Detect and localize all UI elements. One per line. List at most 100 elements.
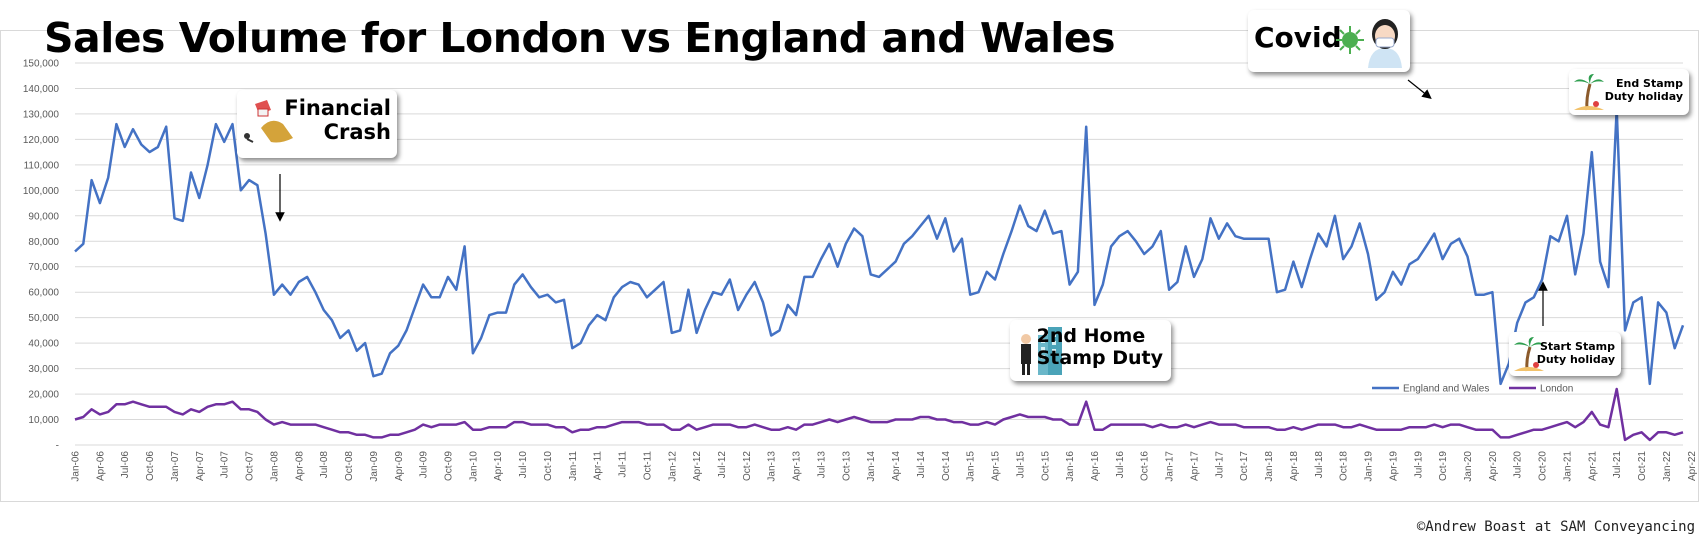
x-tick-label: Jul-07 [220,451,231,479]
chart-frame [0,30,1699,502]
x-tick-label: Apr-06 [95,451,106,481]
x-tick-label: Apr-07 [195,451,206,481]
covid-label: Covid [1254,21,1342,54]
x-tick-label: Apr-10 [493,451,504,481]
chart-title: Sales Volume for London vs England and W… [44,14,1116,62]
second-home-line2: Stamp Duty [1036,346,1163,369]
x-tick-label: Jul-12 [717,451,728,479]
x-tick-label: Jul-09 [419,451,430,479]
x-tick-label: Jan-21 [1562,451,1573,482]
y-tick-label: 120,000 [23,135,60,146]
x-tick-label: Apr-11 [593,451,604,481]
x-tick-label: Apr-19 [1388,451,1399,481]
x-tick-label: Oct-19 [1438,451,1449,481]
x-tick-label: Oct-17 [1239,451,1250,481]
y-tick-label: 110,000 [24,160,60,171]
x-tick-label: Jan-11 [568,451,579,481]
x-tick-label: Jan-08 [269,451,280,482]
palm-beach-icon [1514,337,1544,372]
x-tick-label: Apr-09 [394,451,405,481]
second-home-line1: 2nd Home [1036,325,1146,347]
masked-person-icon [1368,19,1402,68]
end-stamp-duty-callout: End Stamp Duty holiday [1569,69,1689,115]
y-tick-label: 80,000 [28,237,59,248]
x-tick-label: Oct-09 [443,451,454,481]
x-tick-label: Oct-20 [1538,451,1549,481]
series-line-england-wales [74,107,1685,386]
y-tick-label: 20,000 [28,390,59,401]
series-line-london [74,387,1684,442]
x-tick-label: Jul-06 [120,451,131,479]
financial-crash-callout: Financial Crash [237,90,397,158]
start-stamp-line2: Duty holiday [1536,352,1615,366]
start-stamp-line1: Start Stamp [1539,340,1615,353]
x-tick-label: Jul-19 [1413,451,1424,479]
second-home-callout: 2nd Home Stamp Duty [1010,320,1171,381]
x-tick-label: Jan-10 [468,451,479,482]
x-tick-label: Jul-15 [1015,451,1026,479]
copyright-credit: ©Andrew Boast at SAM Conveyancing [1416,519,1695,535]
y-tick-label: 10,000 [28,415,59,426]
x-tick-label: Jul-11 [618,451,629,478]
y-tick-label: 150,000 [23,59,60,70]
x-tick-label: Jul-16 [1115,451,1126,479]
legend-label: England and Wales [1403,384,1489,395]
x-tick-label: Jul-14 [916,451,927,479]
x-tick-label: Oct-16 [1140,451,1151,481]
legend: England and Wales London [1372,384,1573,395]
x-tick-label: Jul-17 [1214,451,1225,479]
x-tick-label: Oct-13 [841,451,852,481]
x-tick-label: Oct-08 [344,451,355,481]
x-tick-label: Jan-14 [866,451,877,482]
x-tick-label: Oct-15 [1040,451,1051,481]
x-tick-label: Apr-21 [1587,451,1598,481]
x-tick-label: Oct-06 [145,451,156,481]
x-tick-label: Jan-22 [1662,451,1673,482]
x-tick-label: Apr-16 [1090,451,1101,481]
x-tick-label: Jan-09 [369,451,380,482]
x-tick-label: Jan-19 [1364,451,1375,482]
x-tick-label: Oct-18 [1339,451,1350,481]
x-tick-label: Apr-22 [1687,451,1698,481]
annotation-arrows [275,79,1548,326]
house-collapse-icon [244,100,293,143]
x-tick-label: Jan-20 [1463,451,1474,482]
x-tick-label: Jan-12 [667,451,678,482]
x-tick-label: Jul-20 [1513,451,1524,479]
end-stamp-line1: End Stamp [1616,77,1683,90]
series-lines [74,107,1685,442]
x-tick-label: Jan-06 [71,451,82,482]
x-tick-label: Oct-14 [941,451,952,481]
y-tick-label: 90,000 [28,211,59,222]
x-tick-label: Jan-13 [767,451,778,482]
end-stamp-line2: Duty holiday [1604,89,1683,103]
y-axis-ticks: - 10,000 20,000 30,000 40,000 50,000 60,000 70,… [23,59,60,452]
y-tick-label: 50,000 [28,313,59,324]
y-tick-label: 40,000 [28,339,59,350]
y-tick-label: 30,000 [28,364,59,375]
legend-label: London [1540,384,1573,395]
x-tick-label: Apr-13 [792,451,803,481]
x-tick-label: Apr-20 [1488,451,1499,481]
y-tick-label: 130,000 [23,109,60,120]
x-tick-label: Apr-08 [294,451,305,481]
start-stamp-duty-callout: Start Stamp Duty holiday [1509,332,1621,376]
x-tick-label: Oct-07 [245,451,256,481]
x-axis-ticks: Jan-06 Apr-06 Jul-06 Oct-06 Jan-07 Apr-07 Jul-… [71,451,1698,482]
x-tick-label: Apr-15 [991,451,1002,481]
financial-crash-line1: Financial [284,96,391,120]
x-tick-label: Oct-10 [543,451,554,481]
x-tick-label: Jan-07 [170,451,181,482]
x-tick-label: Apr-14 [891,451,902,481]
y-tick-label: - [56,441,59,452]
x-tick-label: Jul-10 [518,451,529,479]
x-tick-label: Jan-17 [1165,451,1176,482]
x-tick-label: Apr-18 [1289,451,1300,481]
y-tick-label: 70,000 [28,262,59,273]
x-tick-label: Jan-18 [1264,451,1275,482]
buildings-person-icon [1021,327,1062,375]
x-tick-label: Jan-16 [1065,451,1076,482]
x-tick-label: Jul-08 [319,451,330,479]
x-tick-label: Jul-18 [1314,451,1325,479]
